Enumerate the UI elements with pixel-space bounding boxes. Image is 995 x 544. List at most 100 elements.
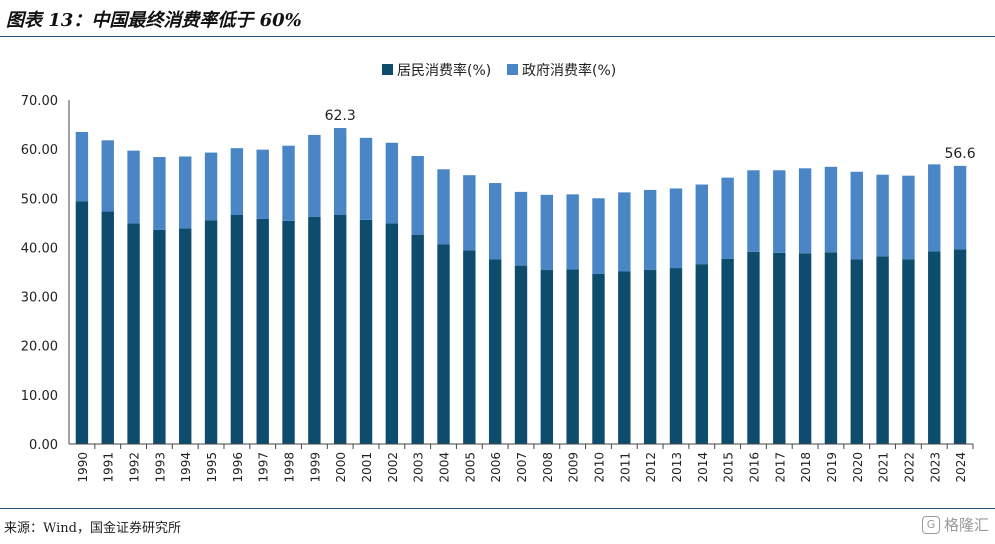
bar-household-2004 — [437, 244, 450, 444]
bar-government-1993 — [153, 157, 166, 230]
bar-household-2009 — [566, 269, 579, 444]
bar-household-2010 — [592, 273, 605, 444]
x-tick-label-2004: 2004 — [438, 452, 452, 483]
bar-household-2015 — [721, 258, 734, 444]
bar-government-2018 — [798, 168, 812, 254]
bar-household-2008 — [540, 270, 554, 444]
bar-government-2012 — [643, 189, 657, 271]
bar-household-2021 — [876, 256, 889, 444]
x-tick-label-2008: 2008 — [541, 452, 555, 483]
x-tick-label-2021: 2021 — [877, 452, 891, 483]
bar-household-2011 — [618, 271, 631, 444]
x-tick-label-2011: 2011 — [618, 452, 632, 483]
bar-government-2022 — [902, 175, 915, 260]
bar-household-2005 — [463, 250, 476, 444]
bar-household-2019 — [824, 252, 838, 444]
x-tick-label-1990: 1990 — [76, 452, 90, 483]
x-tick-label-2002: 2002 — [386, 452, 400, 483]
y-tick-label: 30.00 — [21, 291, 58, 306]
bar-government-2016 — [747, 170, 760, 252]
x-tick-label-1998: 1998 — [283, 452, 297, 483]
x-tick-label-1995: 1995 — [205, 452, 219, 483]
x-tick-label-2006: 2006 — [489, 452, 503, 483]
annotations: 62.3 56.6 — [325, 108, 976, 162]
chart-legend: 居民消费率(%) 政府消费率(%) — [382, 62, 616, 79]
y-tick-label: 70.00 — [21, 94, 58, 109]
x-tick-label-2014: 2014 — [696, 452, 710, 483]
data-label-2024: 56.6 — [944, 146, 975, 162]
legend-swatch-government — [507, 64, 518, 75]
x-tick-label-2000: 2000 — [334, 452, 348, 483]
x-tick-label-1993: 1993 — [153, 452, 167, 483]
x-tick-label-2017: 2017 — [773, 452, 787, 483]
x-tick-label-1999: 1999 — [308, 452, 322, 483]
bar-government-2020 — [850, 171, 863, 260]
bar-government-2015 — [721, 177, 734, 259]
x-tick-label-2019: 2019 — [825, 452, 839, 483]
bar-household-1991 — [101, 211, 114, 444]
bar-household-1992 — [127, 223, 140, 444]
bar-household-1995 — [204, 220, 218, 444]
x-tick-label-2012: 2012 — [644, 452, 658, 483]
x-tick-label-2010: 2010 — [592, 452, 606, 483]
x-tick-label-2024: 2024 — [954, 452, 968, 483]
bar-government-2007 — [514, 191, 528, 266]
bar-government-1994 — [179, 156, 192, 229]
x-tick-label-2001: 2001 — [360, 452, 374, 483]
bar-household-1996 — [230, 214, 244, 444]
bar-government-1995 — [204, 152, 218, 221]
bar-household-1993 — [153, 229, 166, 444]
x-tick-label-2022: 2022 — [902, 452, 916, 483]
y-tick-label: 10.00 — [21, 389, 58, 404]
x-tick-label-1996: 1996 — [231, 452, 245, 483]
x-tick-label-1992: 1992 — [128, 452, 142, 483]
header-bar: 图表 13：中国最终消费率低于 60% — [0, 0, 995, 37]
bar-household-2022 — [902, 259, 915, 444]
bar-government-2014 — [695, 184, 708, 265]
x-tick-label-1994: 1994 — [179, 452, 193, 483]
x-tick-label-2020: 2020 — [851, 452, 865, 483]
bar-government-2008 — [540, 194, 554, 271]
bar-household-1998 — [282, 220, 295, 444]
x-axis: 1990 1991 1992 1993 1994 1995 1996 1997 1998 1999… — [69, 443, 974, 483]
bar-government-2006 — [488, 183, 502, 260]
y-axis: 0.00 10.00 20.00 30.00 40.00 50.00 60.00 70.00 — [21, 94, 70, 453]
x-tick-label-2007: 2007 — [515, 452, 529, 483]
bar-government-2004 — [437, 169, 450, 245]
bar-household-2000 — [334, 214, 347, 444]
bar-government-2000 — [334, 128, 347, 215]
bar-government-1996 — [230, 148, 244, 215]
bar-government-1999 — [308, 134, 321, 217]
source-note: 来源：Wind，国金证券研究所 — [4, 521, 181, 536]
bar-government-2003 — [411, 156, 424, 235]
bar-household-2006 — [488, 259, 502, 444]
x-tick-label-2023: 2023 — [928, 452, 942, 483]
bar-household-2007 — [514, 265, 528, 444]
x-tick-label-1997: 1997 — [257, 452, 271, 483]
bars-group — [75, 128, 967, 444]
legend-swatch-household — [382, 64, 393, 75]
x-tick-label-1991: 1991 — [102, 452, 116, 483]
bar-household-1990 — [75, 201, 89, 444]
bar-government-1990 — [75, 131, 89, 202]
watermark-text: 格隆汇 — [943, 516, 989, 534]
x-tick-label-2005: 2005 — [463, 452, 477, 483]
bar-household-1997 — [256, 218, 269, 444]
bar-government-2013 — [669, 188, 683, 269]
legend-label-household: 居民消费率(%) — [397, 62, 491, 79]
bar-household-2003 — [411, 234, 424, 444]
bar-household-2002 — [385, 223, 399, 444]
bar-household-1994 — [179, 228, 192, 444]
footer-divider — [0, 508, 995, 509]
bar-household-2024 — [953, 249, 967, 444]
bar-household-2016 — [747, 251, 760, 444]
bar-household-2020 — [850, 259, 863, 444]
bar-government-1997 — [256, 149, 269, 219]
bar-government-2019 — [824, 166, 838, 253]
watermark-logo-icon: G — [921, 515, 940, 534]
bar-household-2001 — [359, 219, 373, 444]
bar-government-2009 — [566, 194, 579, 270]
bar-household-2014 — [695, 264, 708, 444]
bar-household-2012 — [643, 270, 657, 444]
bar-government-2005 — [463, 175, 476, 251]
